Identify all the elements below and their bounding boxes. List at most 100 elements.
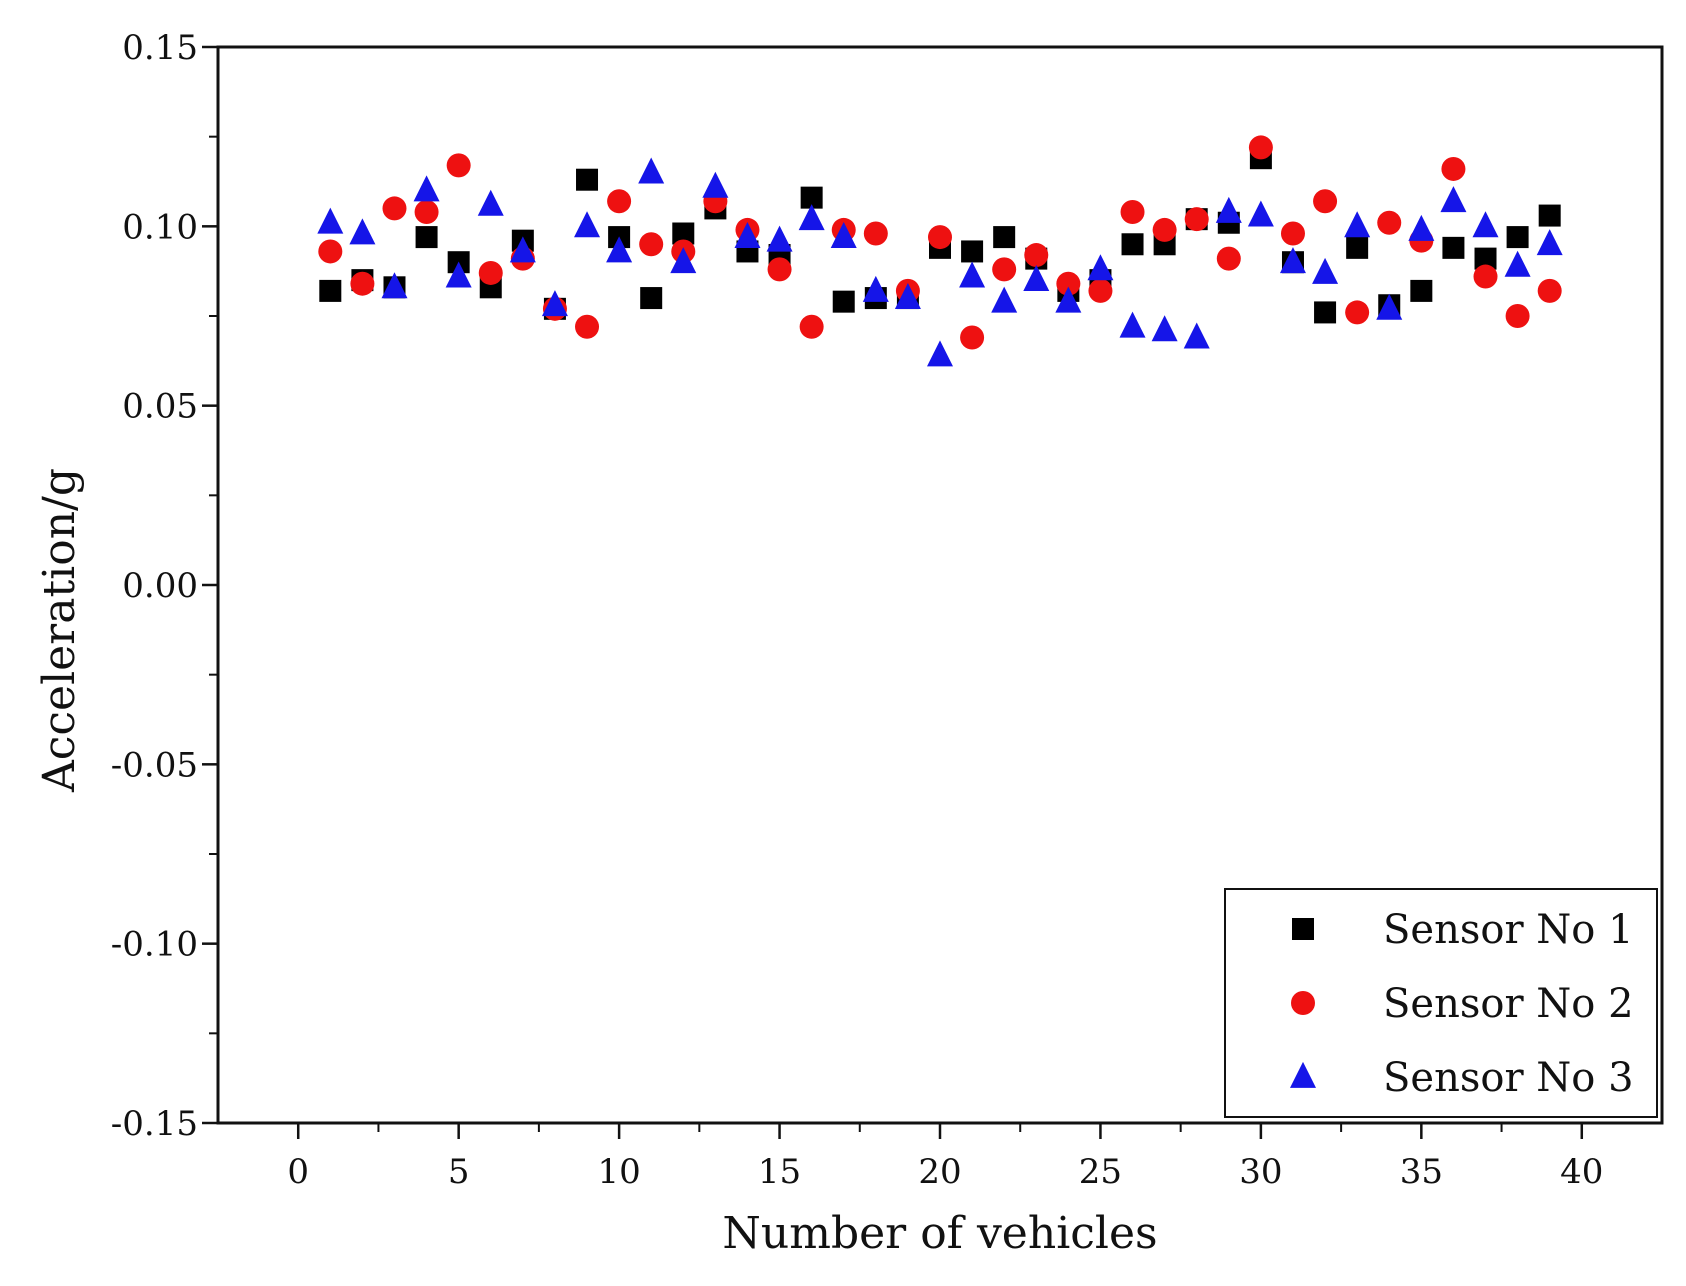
data-point — [1346, 236, 1369, 259]
data-point — [1248, 135, 1273, 160]
data-point — [413, 175, 440, 202]
data-point — [832, 290, 855, 313]
data-point — [800, 186, 823, 209]
data-point — [639, 232, 664, 257]
data-point — [734, 222, 761, 249]
data-point — [862, 275, 889, 302]
legend-label: Sensor No 3 — [1383, 1055, 1634, 1101]
x-tick-label: 10 — [597, 1152, 640, 1192]
data-point — [381, 272, 408, 299]
data-point — [1505, 304, 1530, 328]
data-point — [1506, 226, 1529, 249]
legend-item: Sensor No 2 — [1291, 981, 1634, 1027]
data-point — [1216, 246, 1241, 271]
x-tick-label: 15 — [758, 1152, 801, 1192]
data-point — [607, 189, 632, 214]
data-point — [1279, 247, 1306, 274]
data-point — [799, 314, 824, 339]
x-tick-label: 5 — [448, 1152, 470, 1192]
data-point — [1152, 217, 1177, 242]
data-point — [959, 261, 986, 288]
data-point — [541, 290, 568, 317]
data-point — [349, 218, 376, 245]
series-3 — [317, 157, 1563, 367]
y-tick-label: -0.05 — [111, 745, 198, 785]
data-point — [638, 157, 665, 184]
y-tick-label: -0.10 — [111, 925, 198, 965]
data-point — [1504, 250, 1531, 277]
data-point — [640, 287, 663, 310]
data-point — [445, 261, 472, 288]
data-point — [1344, 211, 1371, 238]
y-tick-label: 0.00 — [122, 566, 198, 606]
data-point — [1314, 301, 1337, 324]
data-point — [1376, 293, 1403, 320]
legend-label: Sensor No 1 — [1383, 907, 1634, 953]
data-point — [317, 207, 344, 234]
data-point — [1151, 315, 1178, 342]
data-point — [767, 257, 792, 282]
x-tick-label: 35 — [1400, 1152, 1443, 1192]
data-point — [1247, 200, 1274, 227]
legend-item: Sensor No 3 — [1290, 1055, 1634, 1101]
y-tick-label: 0.15 — [122, 28, 198, 68]
data-point — [670, 247, 697, 274]
data-point — [798, 204, 825, 231]
y-tick-label: 0.05 — [122, 387, 198, 427]
data-point — [1215, 196, 1242, 223]
data-point — [1055, 286, 1082, 313]
data-point — [382, 196, 407, 221]
data-point — [1408, 214, 1435, 241]
series-2 — [318, 135, 1562, 350]
y-tick-label: 0.10 — [122, 207, 198, 247]
x-tick-label: 20 — [918, 1152, 961, 1192]
data-point — [1023, 265, 1050, 292]
data-point — [574, 211, 601, 238]
data-point — [576, 168, 599, 191]
legend-marker — [1291, 991, 1315, 1015]
data-point — [894, 282, 921, 309]
data-point — [1120, 199, 1145, 224]
data-point — [1472, 211, 1499, 238]
data-point — [991, 286, 1018, 313]
data-point — [318, 239, 343, 264]
data-point — [1377, 210, 1402, 235]
data-point — [477, 189, 504, 216]
data-point — [1184, 207, 1209, 232]
data-point — [702, 171, 729, 198]
data-point — [927, 340, 953, 367]
data-point — [1088, 278, 1113, 303]
data-point — [992, 257, 1017, 282]
data-point — [1442, 236, 1465, 259]
data-point — [1312, 257, 1339, 284]
y-tick-label: -0.15 — [111, 1104, 198, 1144]
data-point — [415, 226, 438, 249]
legend-item: Sensor No 1 — [1292, 907, 1634, 953]
data-point — [960, 325, 985, 350]
data-point — [1538, 204, 1561, 227]
data-point — [509, 236, 536, 263]
data-point — [1473, 264, 1498, 289]
data-point — [1441, 156, 1466, 181]
data-point — [1183, 322, 1210, 349]
data-point — [1345, 300, 1370, 325]
data-point — [1474, 247, 1497, 270]
legend-marker — [1292, 918, 1314, 940]
data-point — [1537, 278, 1562, 303]
data-point — [606, 236, 633, 263]
data-point — [319, 279, 342, 302]
data-point — [961, 240, 984, 263]
data-point — [1056, 271, 1081, 296]
data-point — [446, 153, 471, 178]
data-point — [1024, 243, 1049, 268]
data-point — [830, 222, 857, 249]
data-point — [414, 199, 439, 224]
data-point — [1087, 254, 1114, 281]
x-axis-title: Number of vehicles — [722, 1208, 1157, 1259]
y-axis-title: Acceleration/g — [34, 468, 85, 793]
data-point — [1313, 189, 1338, 214]
data-point — [1410, 279, 1433, 302]
data-point — [478, 260, 503, 285]
data-point — [1440, 186, 1467, 213]
